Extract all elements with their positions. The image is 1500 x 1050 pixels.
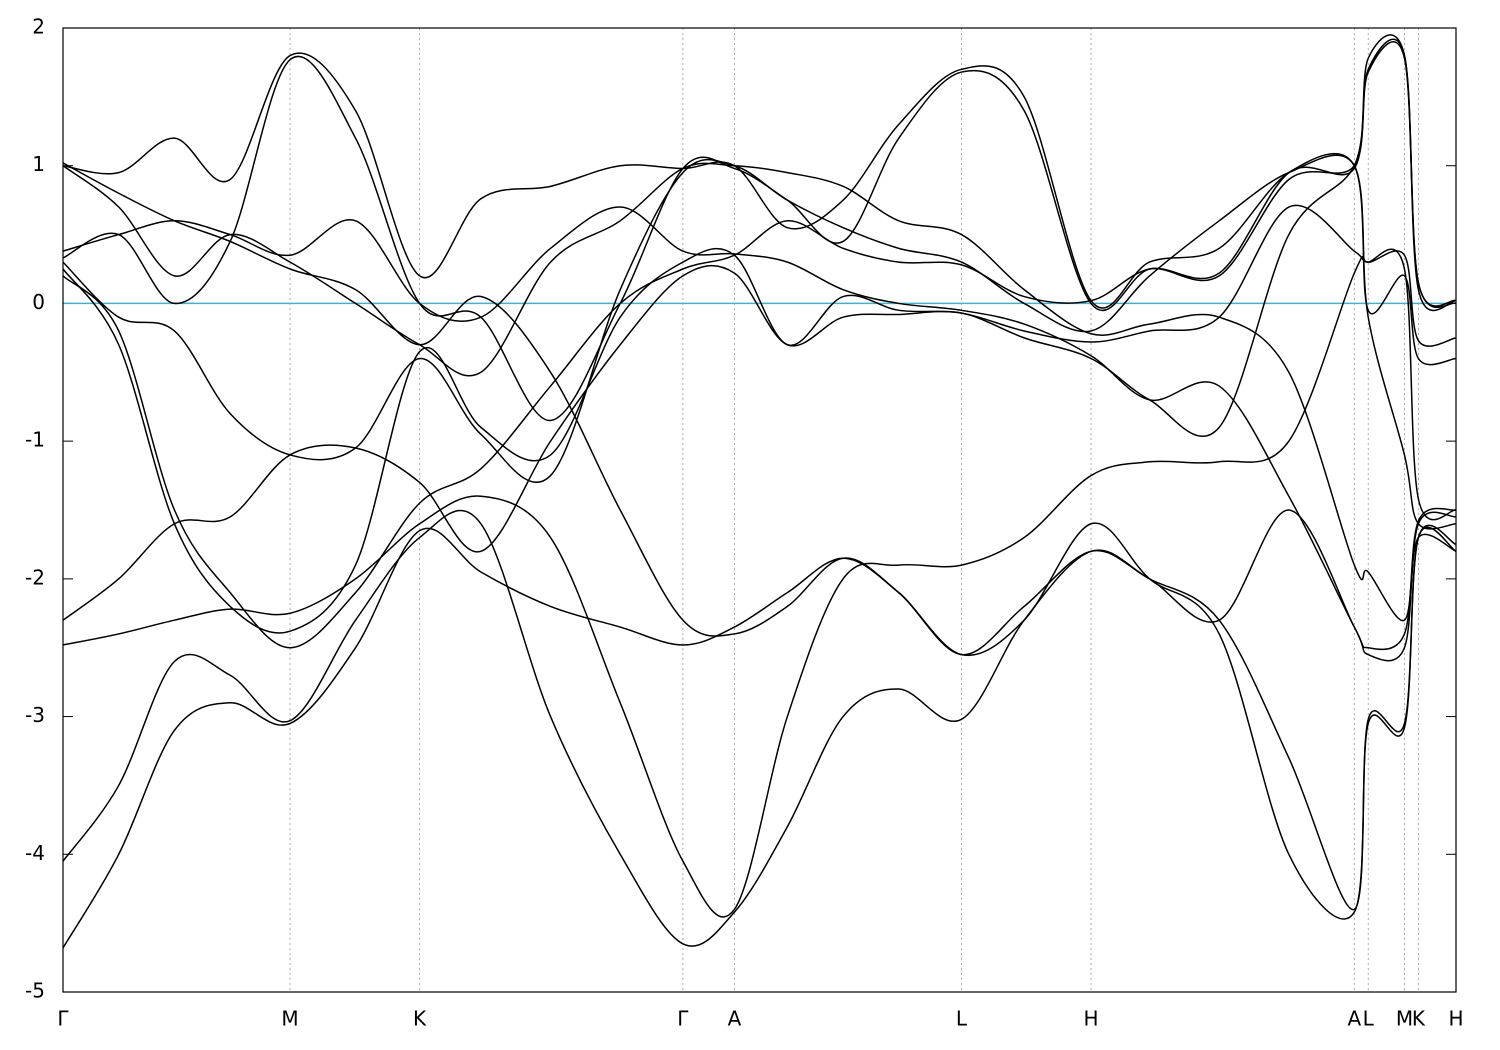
y-tick-label: -3 [25, 703, 45, 727]
band-line [62, 162, 1457, 622]
band-line [62, 204, 1457, 634]
x-tick-label: Γ [57, 1007, 69, 1031]
band-line [62, 206, 1457, 651]
x-tick-label: A [1347, 1007, 1361, 1031]
x-tick-label: Γ [677, 1007, 689, 1031]
y-tick-label: 0 [32, 290, 45, 314]
x-tick-label: M [1396, 1007, 1413, 1031]
x-tick-label: K [413, 1007, 427, 1031]
band-line [62, 162, 1457, 920]
x-tick-label: A [728, 1007, 742, 1031]
x-tick-label: L [1363, 1007, 1375, 1031]
band-line [62, 154, 1457, 484]
y-tick-label: -5 [25, 979, 45, 1003]
y-tick-label: -2 [25, 565, 45, 589]
band-line [62, 38, 1457, 621]
band-line [62, 248, 1457, 918]
band-line [62, 52, 1457, 530]
y-tick-label: 2 [32, 15, 45, 39]
x-tick-label: H [1084, 1007, 1099, 1031]
y-tick-label: -4 [25, 841, 45, 865]
plot-frame [62, 27, 1457, 993]
band-line [62, 41, 1457, 649]
x-tick-label: L [956, 1007, 968, 1031]
band-line [62, 34, 1457, 422]
x-tick-label: M [281, 1007, 298, 1031]
y-tick-label: 1 [32, 152, 45, 176]
x-tick-label: K [1412, 1007, 1426, 1031]
band-line [62, 509, 1457, 947]
y-tick-label: -1 [25, 428, 45, 452]
x-tick-label: H [1448, 1007, 1463, 1031]
band-line [62, 526, 1457, 949]
